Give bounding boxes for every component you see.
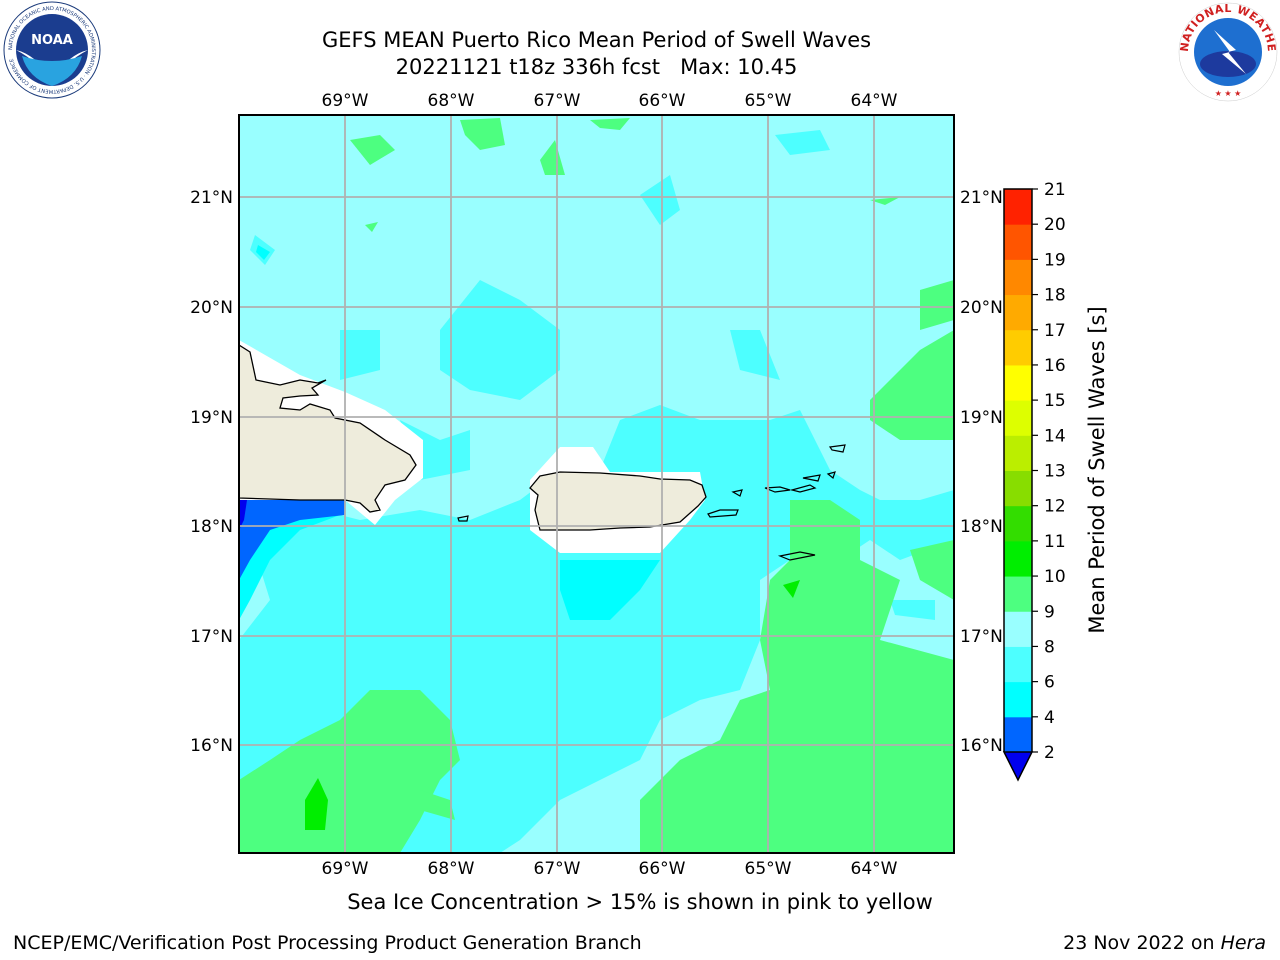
map-plot-area <box>239 115 954 853</box>
lon-label: 69°W <box>322 91 369 111</box>
colorbar-tick-label: 21 <box>1044 180 1066 200</box>
swell-contour-under-2 <box>239 500 247 530</box>
mona-island <box>457 515 469 522</box>
swell-contour-10-11 <box>305 580 800 830</box>
lon-label: 68°W <box>428 859 475 879</box>
map-frame <box>238 114 955 854</box>
lon-label: 67°W <box>534 859 581 879</box>
colorbar-segment <box>1004 470 1032 507</box>
lon-label: 65°W <box>745 91 792 111</box>
colorbar-segment <box>1004 540 1032 577</box>
noaa-logo: NATIONAL OCEANIC AND ATMOSPHERIC ADMINIS… <box>3 1 101 99</box>
lat-label: 16°N <box>190 736 233 756</box>
lat-label: 21°N <box>960 188 1003 208</box>
lon-labels-bottom: 69°W 68°W 67°W 66°W 65°W 64°W <box>322 859 898 879</box>
colorbar-segment <box>1004 400 1032 436</box>
swell-contour-9-10 <box>239 118 954 853</box>
colorbar-tick-label: 14 <box>1044 426 1066 446</box>
lat-label: 19°N <box>960 408 1003 428</box>
colorbar-segment <box>1004 224 1032 260</box>
lon-label: 65°W <box>745 859 792 879</box>
colorbar <box>1002 188 1034 782</box>
colorbar-tick-label: 17 <box>1044 321 1066 341</box>
colorbar-tick-label: 11 <box>1044 532 1066 552</box>
run-date: 23 Nov 2022 on Hera <box>1063 932 1266 954</box>
colorbar-ticks: 2 4 6 8 9 10 11 12 13 14 15 16 17 18 19 20 21 <box>1032 180 1066 763</box>
run-date-text: 23 Nov 2022 on <box>1063 932 1221 954</box>
lat-label: 18°N <box>190 517 233 537</box>
swell-contour-2-4 <box>239 500 345 580</box>
colorbar-segment <box>1004 646 1032 683</box>
colorbar-tick-label: 19 <box>1044 250 1066 270</box>
lon-label: 67°W <box>534 91 581 111</box>
colorbar-tick-label: 4 <box>1044 708 1055 728</box>
colorbar-tick-label: 20 <box>1044 215 1066 235</box>
colorbar-segment <box>1004 189 1032 225</box>
colorbar-tick-label: 8 <box>1044 637 1055 657</box>
colorbar-under-arrow <box>1002 751 1034 782</box>
colorbar-tick-label: 15 <box>1044 391 1066 411</box>
colorbar-tick-label: 9 <box>1044 602 1055 622</box>
colorbar-segment <box>1004 364 1032 401</box>
colorbar-tick-label: 10 <box>1044 567 1066 587</box>
hispaniola-landmass <box>239 344 417 513</box>
lat-label: 17°N <box>960 627 1003 647</box>
lat-labels-left: 21°N 20°N 19°N 18°N 17°N 16°N <box>190 188 233 756</box>
lon-label: 68°W <box>428 91 475 111</box>
colorbar-label: Mean Period of Swell Waves [s] <box>1085 306 1109 634</box>
lon-label: 64°W <box>851 859 898 879</box>
chart-subtitle: 20221121 t18z 336h fcst Max: 10.45 <box>395 55 798 79</box>
colorbar-tick-label: 16 <box>1044 356 1066 376</box>
lat-label: 20°N <box>190 298 233 318</box>
run-host: Hera <box>1220 932 1266 954</box>
colorbar-tick-label: 12 <box>1044 497 1066 517</box>
lat-label: 19°N <box>190 408 233 428</box>
lon-label: 64°W <box>851 91 898 111</box>
colorbar-tick-label: 2 <box>1044 743 1055 763</box>
lon-label: 69°W <box>322 859 369 879</box>
colorbar-tick-label: 13 <box>1044 462 1066 482</box>
lon-label: 66°W <box>639 91 686 111</box>
vieques-island <box>707 509 739 518</box>
lon-label: 66°W <box>639 859 686 879</box>
lat-label: 18°N <box>960 517 1003 537</box>
colorbar-segment <box>1004 505 1032 542</box>
anegada-island <box>828 444 846 453</box>
producer-credit: NCEP/EMC/Verification Post Processing Pr… <box>13 932 642 954</box>
st-croix-island <box>777 551 816 561</box>
colorbar-segment <box>1004 681 1032 718</box>
lat-label: 20°N <box>960 298 1003 318</box>
lat-labels-right: 21°N 20°N 19°N 18°N 17°N 16°N <box>960 188 1003 756</box>
sombrero-island <box>826 471 836 480</box>
colorbar-tick-label: 6 <box>1044 673 1055 693</box>
colorbar-segment <box>1004 576 1032 612</box>
colorbar-segment <box>1004 329 1032 366</box>
lat-label: 16°N <box>960 736 1003 756</box>
virgin-islands <box>764 474 821 493</box>
colorbar-tick-label: 18 <box>1044 286 1066 306</box>
small-islands <box>457 444 846 561</box>
map-gridlines <box>239 115 954 853</box>
nws-logo: NATIONAL WEATHER SERVICE ★ ★ ★ <box>1176 0 1278 102</box>
colorbar-segment <box>1004 716 1032 753</box>
svg-text:★ ★ ★: ★ ★ ★ <box>1215 89 1242 98</box>
colorbar-segment <box>1004 259 1032 296</box>
lat-label: 21°N <box>190 188 233 208</box>
colorbar-segment <box>1004 611 1032 647</box>
sea-ice-note: Sea Ice Concentration > 15% is shown in … <box>347 890 933 914</box>
noaa-logo-text: NOAA <box>31 33 73 48</box>
culebra-island <box>731 489 743 497</box>
lon-labels-top: 69°W 68°W 67°W 66°W 65°W 64°W <box>322 91 898 111</box>
colorbar-segment <box>1004 294 1032 331</box>
chart-title: GEFS MEAN Puerto Rico Mean Period of Swe… <box>321 28 872 52</box>
lat-label: 17°N <box>190 627 233 647</box>
colorbar-segment <box>1004 435 1032 471</box>
